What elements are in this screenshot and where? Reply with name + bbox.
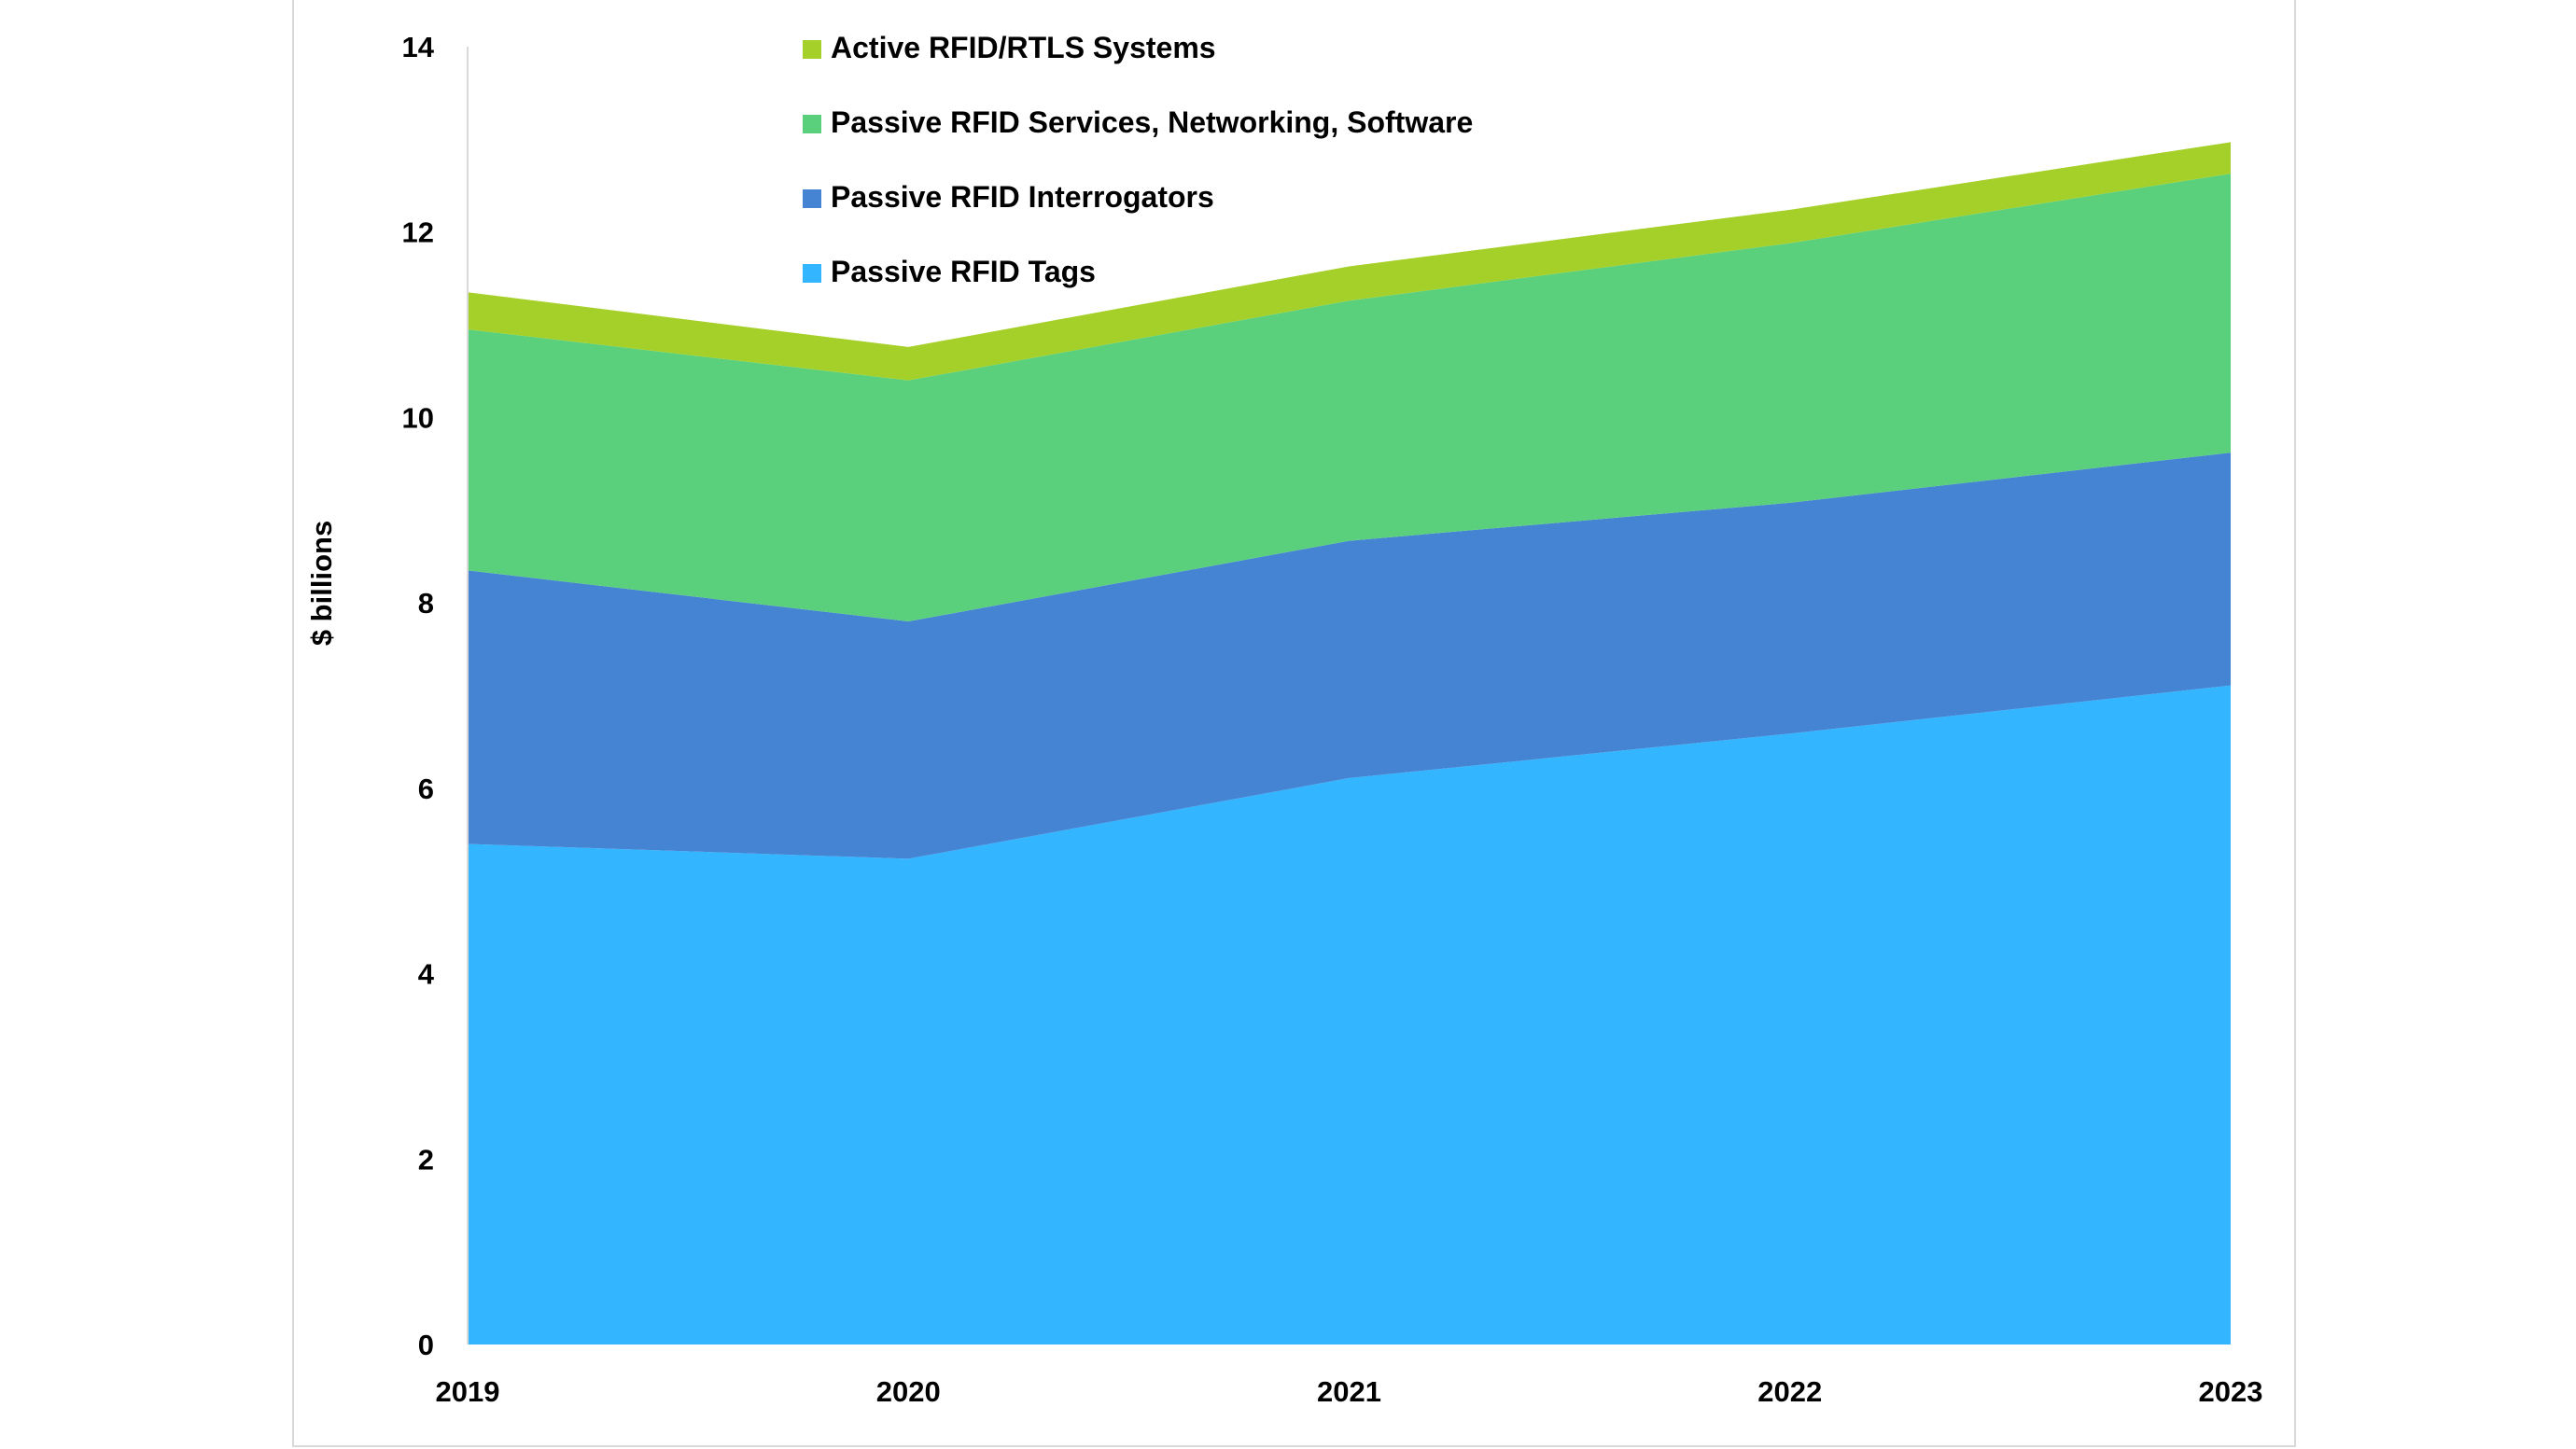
x-tick-labels: 2019 2020 2021 2022 2023 <box>436 1375 2263 1408</box>
x-tick-label: 2019 <box>436 1375 500 1408</box>
y-tick-label: 2 <box>418 1143 434 1176</box>
x-tick-label: 2020 <box>876 1375 941 1408</box>
y-tick-label: 10 <box>402 401 434 434</box>
legend-swatch <box>803 115 821 133</box>
area-series-2 <box>468 174 2231 622</box>
legend-item: Passive RFID Tags <box>803 255 1096 288</box>
areas <box>468 142 2231 1345</box>
legend-item: Passive RFID Services, Networking, Softw… <box>803 105 1473 139</box>
y-tick-label: 4 <box>418 958 435 991</box>
legend-label: Passive RFID Interrogators <box>831 180 1214 214</box>
x-tick-label: 2023 <box>2199 1375 2263 1408</box>
legend-swatch <box>803 264 821 283</box>
x-tick-label: 2022 <box>1757 1375 1822 1408</box>
legend-item: Active RFID/RTLS Systems <box>803 31 1216 64</box>
y-tick-label: 12 <box>402 216 434 249</box>
x-tick-label: 2021 <box>1317 1375 1381 1408</box>
y-tick-labels: 0 2 4 6 8 10 12 14 <box>402 31 435 1361</box>
area-series-1 <box>468 453 2231 859</box>
legend-swatch <box>803 189 821 208</box>
legend-item: Passive RFID Interrogators <box>803 180 1214 214</box>
y-tick-label: 14 <box>402 31 435 63</box>
y-tick-label: 8 <box>418 587 434 620</box>
legend-label: Passive RFID Services, Networking, Softw… <box>831 105 1473 139</box>
area-series-0 <box>468 685 2231 1345</box>
y-tick-label: 6 <box>418 773 434 805</box>
legend-swatch <box>803 40 821 59</box>
y-tick-label: 0 <box>418 1329 434 1361</box>
legend: Active RFID/RTLS Systems Passive RFID Ser… <box>803 31 1473 288</box>
legend-label: Passive RFID Tags <box>831 255 1096 288</box>
legend-label: Active RFID/RTLS Systems <box>831 31 1216 64</box>
y-axis-label: $ billions <box>305 521 338 646</box>
